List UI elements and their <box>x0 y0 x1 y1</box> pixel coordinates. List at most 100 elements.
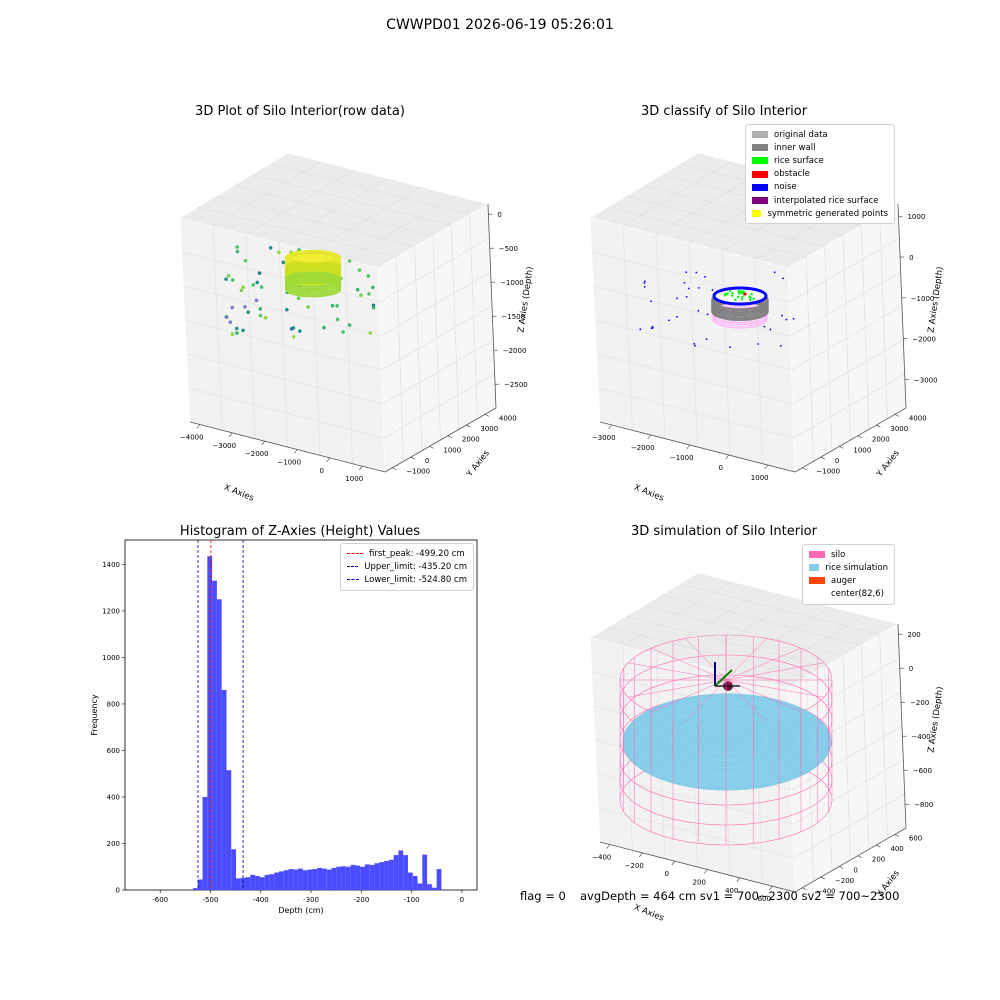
y-tick <box>857 855 863 859</box>
y-tick-label: 800 <box>107 700 120 708</box>
y-tick-label: 0 <box>835 457 839 465</box>
y-tick <box>820 876 826 880</box>
y-axis-line <box>794 407 907 473</box>
legend-swatch <box>752 170 768 178</box>
z-tick-label: −2000 <box>503 347 527 355</box>
x-tick <box>294 449 298 454</box>
plot4-legend: silo rice simulation auger center(82,6) <box>802 544 895 605</box>
z-axis-line <box>897 623 907 829</box>
rice-surface-point <box>750 292 753 296</box>
rice-surface-point <box>749 298 752 302</box>
histogram-bar <box>398 850 404 890</box>
raw-point <box>226 273 231 278</box>
rice-mesh <box>670 715 784 769</box>
histogram-frame <box>124 539 478 891</box>
z-tick-label: 1000 <box>907 213 925 221</box>
x-tick-label: −3000 <box>592 434 616 442</box>
raw-point <box>224 315 229 319</box>
z-tick-label: −500 <box>499 245 518 253</box>
raw-point <box>235 331 239 335</box>
noise-point <box>779 344 782 347</box>
raw-point <box>246 310 250 314</box>
noise-ring <box>712 286 768 306</box>
x-tick <box>196 424 200 429</box>
legend-swatch <box>809 551 825 559</box>
histogram-bar <box>417 883 423 890</box>
rice-surface-point <box>731 294 734 297</box>
raw-point <box>230 278 235 282</box>
histogram-bar <box>422 854 428 890</box>
raw-point <box>230 332 235 337</box>
histogram-bar <box>412 876 418 890</box>
histogram-bar <box>341 866 346 890</box>
y-tick <box>894 834 900 837</box>
histogram-bar <box>331 867 337 890</box>
silo-spoke <box>725 638 767 681</box>
histogram-bar <box>427 884 432 890</box>
histogram-bar <box>269 874 275 890</box>
plot4-title: 3D simulation of Silo Interior <box>631 524 817 539</box>
rice-surface-point <box>738 292 741 295</box>
y-tick <box>802 887 807 891</box>
y-tick-label: 1000 <box>443 446 461 454</box>
figure-title: CWWPD01 2026-06-19 05:26:01 <box>386 17 614 33</box>
y-tick-label: 1200 <box>102 607 120 615</box>
raw-point <box>243 258 248 263</box>
y-tick-label: 3000 <box>480 425 498 433</box>
z-tick-label: −3000 <box>914 376 938 384</box>
legend-label: first_peak: -499.20 cm <box>369 548 465 559</box>
raw-point <box>243 305 247 309</box>
noise-point <box>695 271 698 274</box>
x-tick <box>359 465 363 471</box>
raw-point <box>268 246 273 250</box>
y-tick <box>876 424 881 428</box>
x-tick <box>686 444 690 450</box>
surface-top <box>290 252 336 264</box>
legend-entry: symmetric generated points <box>752 207 888 220</box>
noise-point <box>706 313 709 316</box>
classified-scatter <box>639 271 795 349</box>
raw-point <box>322 325 326 330</box>
legend-swatch <box>752 144 768 152</box>
x-axis-line <box>599 841 796 893</box>
x-axis-label: X Axies <box>632 483 665 504</box>
noise-point <box>769 328 772 331</box>
legend-entry: Upper_limit: -435.20 cm <box>347 560 467 573</box>
noise-point <box>685 271 688 274</box>
noise-point <box>773 271 776 274</box>
silo-spoke <box>628 679 727 698</box>
raw-point <box>259 285 264 289</box>
rice-mesh <box>686 723 768 761</box>
x-tick <box>671 860 675 866</box>
y-tick <box>894 414 900 417</box>
histogram-bar <box>197 879 203 890</box>
x-tick-label: -100 <box>404 896 420 904</box>
noise-point <box>639 328 642 331</box>
noise-point <box>781 314 783 317</box>
gridline <box>679 583 880 635</box>
x-tick <box>647 434 651 440</box>
histogram-bar <box>388 859 394 890</box>
noise-point <box>757 343 760 345</box>
legend-entry: first_peak: -499.20 cm <box>347 547 467 560</box>
rice-surface-point <box>726 292 729 295</box>
x-tick-label: -400 <box>253 896 269 904</box>
raw-point <box>281 260 286 265</box>
x-tick-label: −1000 <box>277 459 301 467</box>
x-tick-label: -200 <box>353 896 369 904</box>
histogram-bar <box>279 871 284 890</box>
x-tick-label: 400 <box>725 887 738 895</box>
y-tick-label: 1000 <box>853 446 871 454</box>
rice-surface-point <box>752 297 756 301</box>
raw-point <box>289 327 294 331</box>
histogram-bar <box>221 690 227 890</box>
histogram-bar <box>231 849 237 890</box>
histogram-bar <box>326 869 332 890</box>
y-tick-label: 0 <box>116 887 120 895</box>
legend-swatch <box>752 197 768 205</box>
raw-point <box>228 320 233 325</box>
y-tick-label: −400 <box>816 888 835 896</box>
histogram-bars <box>193 556 442 890</box>
x-tick-label: −3000 <box>212 442 236 450</box>
y-tick-label: −1000 <box>406 468 430 476</box>
